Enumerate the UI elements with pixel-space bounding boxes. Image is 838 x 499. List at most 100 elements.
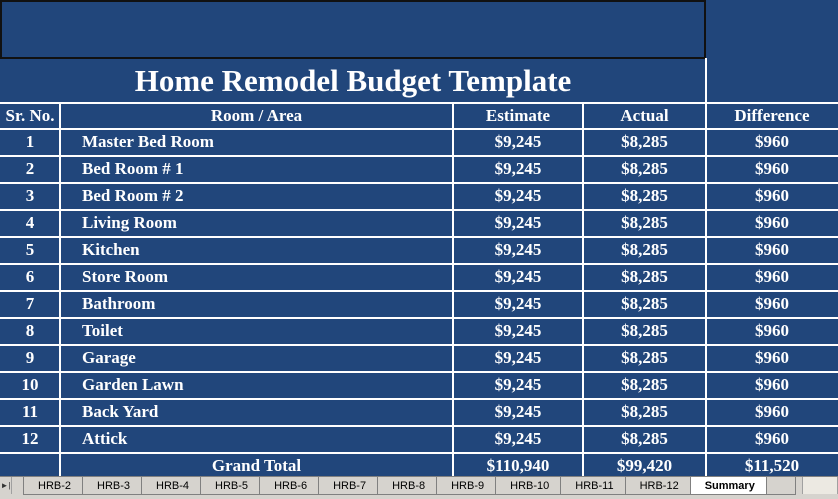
- room-name: Kitchen: [82, 240, 140, 259]
- row-line: [0, 452, 838, 454]
- cell-value: $8,285: [621, 240, 668, 259]
- cell-value: $8,285: [621, 294, 668, 313]
- cell-value: $960: [755, 294, 789, 313]
- cell-value: $9,245: [494, 159, 542, 178]
- room-name: Bed Room # 1: [82, 159, 184, 178]
- cell-value: 8: [25, 321, 35, 340]
- row-line: [0, 182, 838, 184]
- sheet-tab[interactable]: HRB-4: [141, 477, 205, 495]
- sheet-tab[interactable]: HRB-3: [82, 477, 146, 495]
- cell-value: $9,245: [494, 294, 542, 313]
- cell-value: $9,245: [494, 186, 542, 205]
- cell-value: $960: [755, 159, 789, 178]
- total-label: Grand Total: [211, 456, 302, 475]
- total-value: $99,420: [616, 456, 673, 475]
- row-line: [0, 398, 838, 400]
- cell-value: $960: [755, 348, 789, 367]
- cell-value: $960: [755, 375, 789, 394]
- cell-value: 3: [25, 186, 35, 205]
- cell-value: $960: [755, 321, 789, 340]
- sheet-tab[interactable]: HRB-10: [495, 477, 565, 495]
- cell-value: 1: [25, 132, 35, 151]
- cell-value: 7: [25, 294, 35, 313]
- cell-value: $8,285: [621, 159, 668, 178]
- column-header: Estimate: [485, 106, 551, 125]
- column-header: Actual: [620, 106, 669, 125]
- cell-value: 10: [21, 375, 39, 394]
- cell-value: 4: [25, 213, 35, 232]
- cell-value: $8,285: [621, 321, 668, 340]
- cell-value: $8,285: [621, 132, 668, 151]
- cell-value: $9,245: [494, 132, 542, 151]
- room-name: Living Room: [82, 213, 177, 232]
- total-value: $110,940: [486, 456, 550, 475]
- cell-value: $960: [755, 132, 789, 151]
- row-line: [0, 425, 838, 427]
- room-name: Toilet: [82, 321, 123, 340]
- column-header: Room / Area: [210, 106, 303, 125]
- cell-value: $8,285: [621, 267, 668, 286]
- cell-value: $8,285: [621, 429, 668, 448]
- row-line: [0, 209, 838, 211]
- row-line: [0, 102, 838, 104]
- cell-value: 5: [25, 240, 35, 259]
- row-line: [0, 128, 838, 130]
- row-line: [0, 155, 838, 157]
- sheet-tab[interactable]: HRB-12: [624, 477, 694, 495]
- cell-value: 11: [21, 402, 39, 421]
- column-line: [705, 58, 707, 483]
- cell-value: 2: [25, 159, 35, 178]
- cell-value: $8,285: [621, 348, 668, 367]
- sheet-tab[interactable]: HRB-9: [436, 477, 500, 495]
- column-line: [452, 103, 454, 483]
- total-value: $11,520: [744, 456, 800, 475]
- cell-value: $960: [755, 429, 789, 448]
- row-line: [0, 236, 838, 238]
- sheet-tab[interactable]: HRB-8: [377, 477, 441, 495]
- room-name: Garage: [82, 348, 136, 367]
- insert-sheet-tab[interactable]: [765, 477, 796, 495]
- room-name: Bed Room # 2: [82, 186, 184, 205]
- cell-value: $9,245: [494, 240, 542, 259]
- column-header: Sr. No.: [5, 106, 55, 125]
- sheet-title: Home Remodel Budget Template: [134, 63, 572, 98]
- tab-nav-first[interactable]: ►|: [0, 477, 12, 494]
- cell-value: $9,245: [494, 213, 542, 232]
- room-name: Attick: [82, 429, 128, 448]
- column-header: Difference: [734, 106, 810, 125]
- sheet-tab[interactable]: HRB-6: [259, 477, 323, 495]
- row-line: [0, 263, 838, 265]
- sheet-tab[interactable]: HRB-7: [318, 477, 382, 495]
- horizontal-scrollbar[interactable]: [801, 477, 838, 494]
- row-line: [0, 290, 838, 292]
- cell-value: $9,245: [494, 375, 542, 394]
- column-line: [582, 103, 584, 483]
- cell-value: 6: [25, 267, 35, 286]
- cell-value: $960: [755, 267, 789, 286]
- cell-value: $8,285: [621, 213, 668, 232]
- room-name: Garden Lawn: [82, 375, 184, 394]
- sheet-tab[interactable]: HRB-5: [200, 477, 264, 495]
- cell-value: $960: [755, 240, 789, 259]
- cell-value: $9,245: [494, 348, 542, 367]
- cell-value: $9,245: [494, 321, 542, 340]
- sheet-tab[interactable]: HRB-2: [23, 477, 87, 495]
- row-line: [0, 371, 838, 373]
- room-name: Back Yard: [82, 402, 159, 421]
- row-line: [0, 344, 838, 346]
- cell-value: 12: [21, 429, 39, 448]
- cell-value: $8,285: [621, 402, 668, 421]
- cell-value: $8,285: [621, 186, 668, 205]
- sheet-tab[interactable]: Summary: [689, 477, 770, 495]
- cell-value: $9,245: [494, 402, 542, 421]
- room-name: Master Bed Room: [82, 132, 214, 151]
- row-line: [0, 317, 838, 319]
- cell-value: $960: [755, 213, 789, 232]
- cell-value: 9: [25, 348, 35, 367]
- sheet-tab[interactable]: HRB-11: [560, 477, 629, 495]
- cell-value: $9,245: [494, 429, 542, 448]
- sheet-tab-bar: ►| HRB-2 HRB-3 HRB-4 HRB-5 HRB-6 HRB-7 HRB-8 HR…: [0, 476, 838, 499]
- cell-value: $9,245: [494, 267, 542, 286]
- merged-header-box: [0, 0, 706, 59]
